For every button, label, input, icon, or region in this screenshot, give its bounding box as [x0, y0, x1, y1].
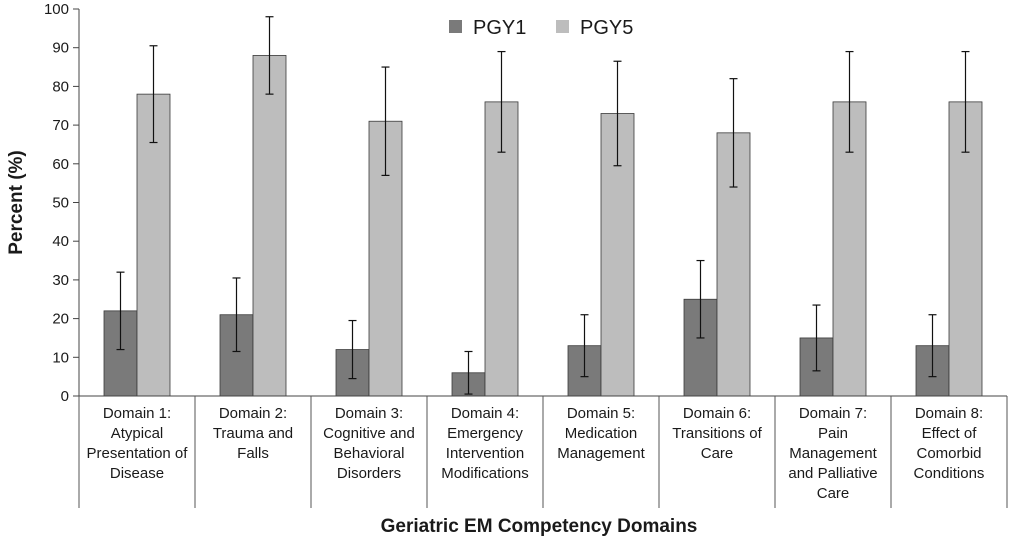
x-category-label: Atypical — [111, 425, 164, 442]
y-tick-label: 10 — [52, 349, 69, 366]
x-axis-title: Geriatric EM Competency Domains — [381, 516, 698, 537]
y-axis-ticks: 0 10 20 30 40 50 60 70 80 90 100 — [44, 1, 79, 405]
x-axis-category-labels: Domain 1: Atypical Presentation of Disease D… — [87, 405, 985, 502]
x-category-label: Domain 1: — [103, 405, 171, 422]
x-category-label: Modifications — [441, 465, 529, 482]
legend-swatch-pgy1 — [449, 20, 462, 33]
x-category-label: Domain 2: — [219, 405, 287, 422]
y-tick-label: 90 — [52, 40, 69, 57]
x-category-label: Conditions — [914, 465, 985, 482]
x-category-label: and Palliative — [788, 465, 877, 482]
x-category-label: Pain — [818, 425, 848, 442]
x-category-label: Falls — [237, 445, 269, 462]
y-tick-label: 50 — [52, 195, 69, 212]
y-tick-label: 40 — [52, 233, 69, 250]
legend-swatch-pgy5 — [556, 20, 569, 33]
x-category-label: Management — [557, 445, 645, 462]
y-tick-label: 60 — [52, 156, 69, 173]
x-category-label: Intervention — [446, 445, 524, 462]
x-category-label: Domain 5: — [567, 405, 635, 422]
x-category-label: Behavioral — [334, 445, 405, 462]
legend-label-pgy5: PGY5 — [580, 17, 633, 39]
legend-label-pgy1: PGY1 — [473, 17, 526, 39]
legend: PGY1 PGY5 — [449, 17, 633, 39]
bar-pgy5 — [252, 55, 287, 397]
y-tick-label: 70 — [52, 117, 69, 134]
x-category-label: Domain 6: — [683, 405, 751, 422]
bar-pgy5 — [136, 93, 171, 397]
x-category-label: Domain 7: — [799, 405, 867, 422]
x-category-label: Effect of — [922, 425, 978, 442]
x-category-label: Medication — [565, 425, 638, 442]
x-category-label: Care — [817, 485, 850, 502]
x-category-label: Comorbid — [916, 445, 981, 462]
x-category-label: Domain 4: — [451, 405, 519, 422]
y-tick-label: 80 — [52, 78, 69, 95]
y-tick-label: 30 — [52, 272, 69, 289]
y-tick-label: 20 — [52, 311, 69, 328]
x-category-label: Presentation of — [87, 445, 189, 462]
x-category-label: Disease — [110, 465, 164, 482]
x-category-label: Management — [789, 445, 877, 462]
y-axis-title: Percent (%) — [6, 150, 27, 255]
x-axis-dividers — [78, 396, 1008, 508]
error-bars — [116, 16, 970, 395]
x-category-label: Care — [701, 445, 734, 462]
x-category-label: Domain 8: — [915, 405, 983, 422]
x-category-label: Transitions of — [672, 425, 762, 442]
x-category-label: Emergency — [447, 425, 523, 442]
x-category-label: Disorders — [337, 465, 401, 482]
x-category-label: Trauma and — [213, 425, 293, 442]
x-category-label: Cognitive and — [323, 425, 415, 442]
y-tick-label: 100 — [44, 1, 69, 18]
x-category-label: Domain 3: — [335, 405, 403, 422]
y-tick-label: 0 — [61, 388, 69, 405]
bars — [103, 55, 983, 397]
